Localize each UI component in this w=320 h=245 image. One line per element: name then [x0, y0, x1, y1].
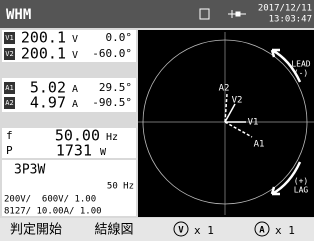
badge: V1	[5, 34, 13, 42]
lag-sign: (+)	[294, 177, 308, 186]
freq-label: f	[6, 129, 13, 142]
power-value: 1731	[56, 142, 92, 160]
wiring-button[interactable]: 結線図	[94, 222, 133, 238]
angle: -60.0°	[92, 47, 132, 60]
unit: V	[72, 34, 78, 45]
a-range[interactable]: x 1	[275, 224, 295, 237]
badge: A2	[5, 99, 13, 107]
date: 2017/12/11	[258, 4, 312, 14]
setting-freq: 50 Hz	[107, 182, 134, 192]
v-range[interactable]: x 1	[194, 224, 214, 237]
a-icon[interactable]: A	[259, 226, 265, 236]
label-a2: A2	[219, 84, 230, 94]
value: 200.1	[21, 45, 66, 63]
lead-label: LEAD	[291, 60, 310, 69]
badge: A1	[5, 84, 13, 92]
label-v2: V2	[232, 96, 243, 106]
time: 13:03:47	[269, 15, 312, 25]
badge: V2	[5, 50, 13, 58]
phasor-panel	[138, 30, 314, 217]
value: 4.97	[30, 94, 66, 112]
unit: A	[72, 99, 78, 110]
power-unit: W	[100, 147, 107, 158]
label-v1: V1	[248, 118, 259, 128]
wiring: 3P3W	[14, 163, 45, 178]
device-screen: WHM 2017/12/11 13:03:47 V1 200.1 V 0.0° V2 20…	[0, 0, 314, 241]
freq-unit: Hz	[106, 132, 118, 143]
setting-voltage: 200V/ 600V/ 1.00	[4, 195, 96, 205]
lag-label: LAG	[294, 186, 309, 195]
power-label: P	[6, 144, 13, 157]
angle: -90.5°	[92, 96, 132, 109]
v-icon[interactable]: V	[178, 226, 184, 236]
unit: V	[72, 50, 78, 61]
unit: A	[72, 84, 78, 95]
angle: 0.0°	[106, 31, 133, 44]
label-a1: A1	[254, 140, 265, 150]
title: WHM	[6, 7, 31, 23]
setting-current: 8127/ 10.00A/ 1.00	[4, 207, 102, 217]
angle: 29.5°	[99, 81, 132, 94]
start-button[interactable]: 判定開始	[10, 223, 62, 238]
lead-sign: (-)	[294, 69, 308, 78]
